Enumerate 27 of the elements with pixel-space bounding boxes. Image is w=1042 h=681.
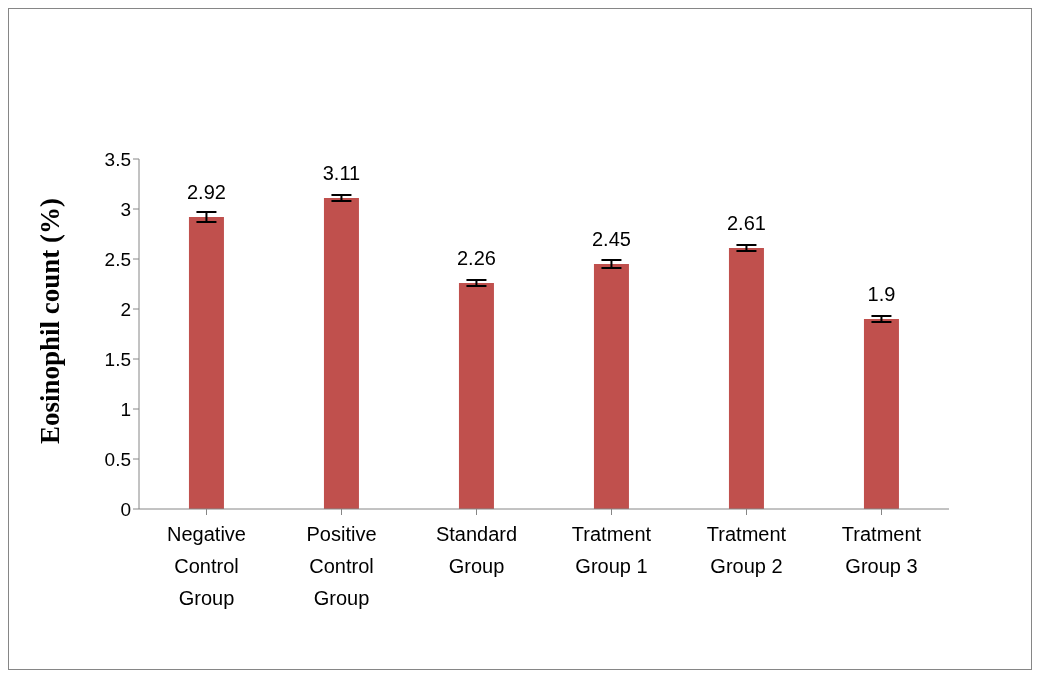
x-tick-label: Tratment Group 1 (571, 523, 652, 577)
x-tick-label: Tratment Group 3 (841, 523, 922, 577)
y-tick-label: 3 (120, 198, 131, 220)
y-tick-label: 1.5 (104, 348, 131, 370)
x-tick-label: Standard Group (435, 523, 518, 577)
y-tick-label: 0 (120, 498, 131, 520)
y-tick-label: 1 (120, 398, 131, 420)
bar (458, 283, 494, 509)
data-label: 2.92 (186, 181, 226, 203)
data-label: 2.61 (726, 212, 766, 234)
bar (188, 217, 224, 509)
bar (863, 319, 899, 509)
y-tick-label: 2 (120, 298, 131, 320)
data-label: 2.45 (591, 228, 631, 250)
y-tick-label: 2.5 (104, 248, 131, 270)
data-label: 2.26 (456, 247, 496, 269)
data-label: 1.9 (867, 283, 896, 305)
x-tick-label: Positive Control Group (306, 523, 377, 609)
bar (728, 248, 764, 509)
x-tick-label: Tratment Group 2 (706, 523, 787, 577)
data-label: 3.11 (322, 162, 361, 184)
bar (593, 264, 629, 509)
x-tick-label: Negative Control Group (167, 523, 246, 609)
y-tick-label: 0.5 (104, 448, 131, 470)
y-tick-label: 3.5 (104, 148, 131, 170)
y-axis-title: Eosinophil count (%) (34, 197, 65, 444)
bar (323, 198, 359, 509)
